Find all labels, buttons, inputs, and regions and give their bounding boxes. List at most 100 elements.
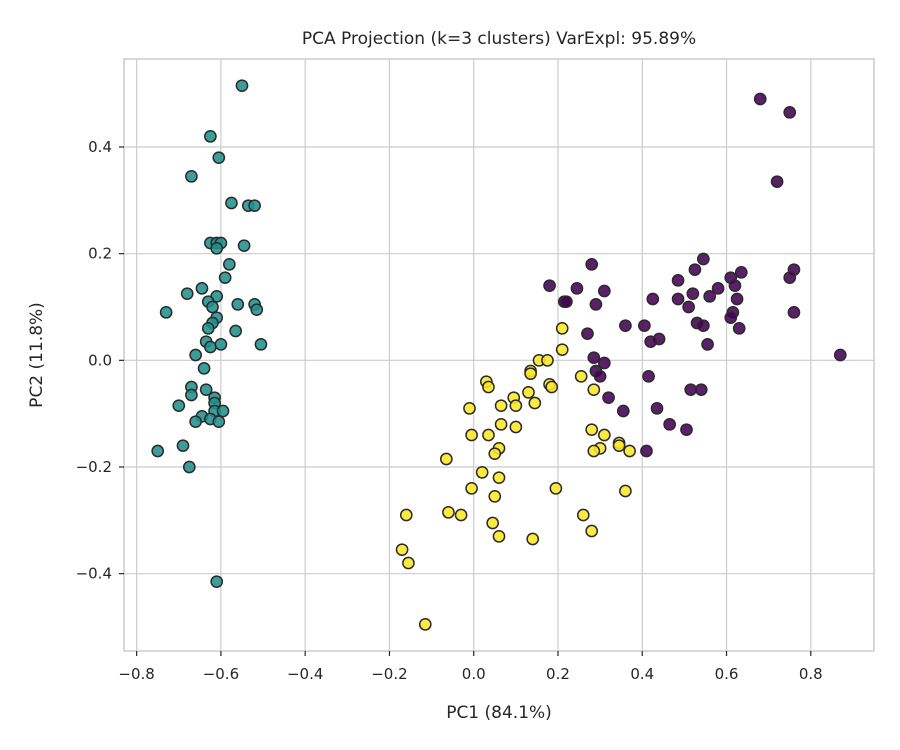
cluster2-point	[494, 399, 508, 413]
cluster2-point	[402, 556, 415, 570]
cluster0-point	[724, 311, 738, 325]
cluster1-point	[199, 383, 213, 397]
cluster1-point	[172, 399, 186, 413]
y-tick-label: −0.2	[76, 458, 112, 476]
cluster2-point	[555, 343, 569, 357]
cluster1-point	[159, 305, 173, 319]
cluster2-point	[545, 380, 559, 394]
cluster0-point	[646, 292, 660, 306]
cluster1-point	[185, 388, 198, 402]
cluster2-point	[509, 420, 523, 434]
cluster2-point	[399, 508, 413, 522]
cluster0-point	[644, 335, 658, 349]
y-ticks: 0.4 0.2 0.0 −0.2 −0.4	[76, 138, 124, 583]
cluster0-point	[730, 292, 744, 306]
cluster1-point	[214, 337, 228, 351]
cluster2-point	[619, 484, 632, 498]
plot-frame	[123, 58, 875, 652]
cluster0-point	[770, 175, 784, 189]
x-tick-label: −0.2	[371, 665, 407, 683]
cluster2-point	[482, 428, 495, 442]
cluster1-point	[229, 324, 243, 338]
data-points	[151, 79, 847, 631]
cluster2-point	[585, 423, 599, 437]
cluster0-point	[688, 263, 702, 277]
cluster0-point	[593, 369, 607, 383]
cluster0-point	[589, 297, 603, 311]
cluster0-point	[703, 289, 717, 303]
cluster0-point	[697, 252, 710, 266]
y-axis-label: PC2 (11.8%)	[27, 302, 47, 408]
y-tick-label: 0.4	[88, 138, 112, 156]
cluster1-point	[189, 348, 202, 362]
cluster1-point	[218, 271, 232, 285]
cluster0-point	[663, 417, 676, 431]
cluster2-point	[418, 617, 432, 631]
cluster2-point	[576, 508, 590, 522]
cluster0-point	[753, 92, 767, 106]
cluster0-point	[587, 351, 601, 365]
cluster2-point	[623, 444, 636, 458]
cluster1-point	[216, 404, 230, 418]
cluster0-point	[787, 305, 801, 319]
x-tick-label: 0.4	[630, 665, 654, 683]
cluster1-point	[254, 337, 268, 351]
cluster2-point	[486, 516, 500, 530]
cluster0-point	[711, 281, 725, 295]
cluster0-point	[728, 279, 742, 293]
cluster0-point	[640, 444, 653, 458]
x-tick-label: −0.8	[118, 665, 154, 683]
cluster0-point	[560, 295, 573, 309]
cluster1-point	[182, 460, 196, 474]
x-axis-label: PC1 (84.1%)	[446, 703, 552, 723]
cluster2-point	[555, 321, 569, 335]
cluster2-point	[541, 353, 554, 367]
cluster1-point	[195, 281, 209, 295]
x-tick-label: 0.8	[799, 665, 823, 683]
cluster0-point	[682, 300, 695, 314]
cluster2-point	[612, 439, 626, 453]
cluster2-point	[439, 452, 453, 466]
y-tick-label: 0.2	[88, 245, 112, 263]
cluster2-point	[587, 383, 601, 397]
cluster2-point	[463, 401, 476, 415]
cluster0-point	[701, 337, 714, 351]
cluster0-point	[602, 391, 615, 405]
cluster1-point	[204, 129, 217, 143]
x-tick-label: −0.4	[287, 665, 323, 683]
cluster0-point	[638, 319, 651, 333]
cluster2-point	[465, 481, 478, 495]
cluster1-point	[151, 444, 165, 458]
cluster0-point	[616, 404, 630, 418]
cluster2-point	[465, 428, 478, 442]
cluster2-point	[492, 529, 506, 543]
cluster0-point	[697, 319, 710, 333]
cluster0-point	[783, 271, 797, 285]
cluster1-point	[176, 439, 190, 453]
cluster0-point	[597, 284, 611, 298]
cluster2-point	[587, 444, 601, 458]
y-tick-label: −0.4	[76, 565, 112, 583]
cluster1-point	[237, 239, 251, 253]
y-tick-label: 0.0	[88, 351, 112, 369]
cluster2-point	[549, 481, 563, 495]
cluster2-point	[442, 505, 455, 519]
x-tick-label: 0.6	[715, 665, 739, 683]
cluster0-point	[642, 369, 655, 383]
cluster2-point	[494, 417, 508, 431]
cluster0-point	[543, 279, 556, 293]
cluster2-point	[482, 380, 495, 394]
cluster0-point	[671, 292, 685, 306]
cluster2-point	[509, 399, 523, 413]
cluster1-point	[212, 151, 226, 165]
cluster1-point	[180, 287, 194, 301]
cluster2-point	[528, 396, 542, 410]
cluster2-point	[526, 532, 540, 546]
cluster2-point	[488, 489, 502, 503]
cluster0-point	[581, 327, 594, 341]
cluster1-point	[222, 257, 236, 271]
cluster0-point	[570, 281, 584, 295]
cluster1-point	[210, 575, 224, 589]
cluster0-point	[833, 348, 847, 362]
